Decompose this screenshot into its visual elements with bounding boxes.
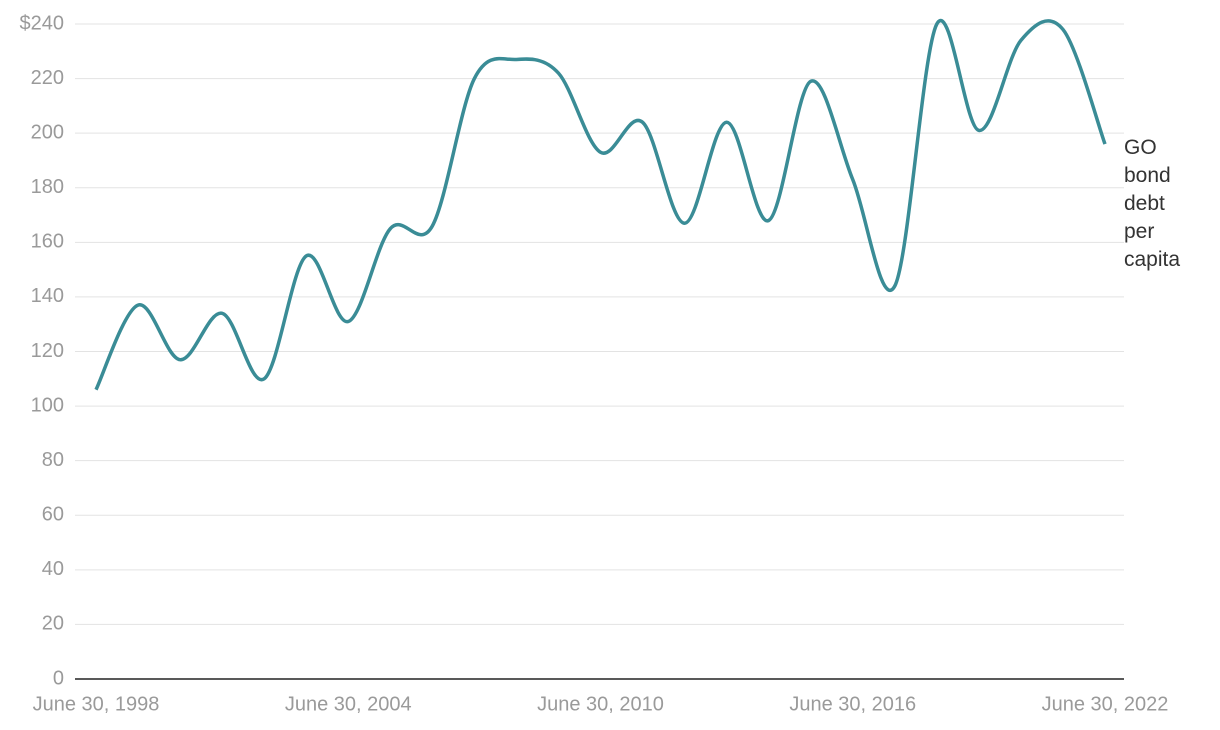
x-tick-label: June 30, 1998 bbox=[33, 693, 160, 715]
y-tick-label: 160 bbox=[31, 231, 64, 253]
x-tick-label: June 30, 2010 bbox=[537, 693, 664, 715]
y-tick-label: 60 bbox=[42, 504, 64, 526]
y-tick-label: 20 bbox=[42, 613, 64, 635]
y-tick-label: 140 bbox=[31, 285, 64, 307]
y-tick-label: 100 bbox=[31, 394, 64, 416]
series-label: GO bond debt per capita bbox=[1124, 136, 1181, 271]
y-tick-label: 180 bbox=[31, 176, 64, 198]
y-tick-label: 40 bbox=[42, 558, 64, 580]
line bbox=[94, 18, 1107, 391]
y-tick-label: $240 bbox=[20, 12, 65, 34]
y-tick-label: 0 bbox=[53, 667, 64, 689]
x-tick-label: June 30, 2022 bbox=[1042, 693, 1169, 715]
y-tick-label: 80 bbox=[42, 449, 64, 471]
y-tick-label: 220 bbox=[31, 67, 64, 89]
x-tick-label: June 30, 2004 bbox=[285, 693, 412, 715]
y-tick-label: 200 bbox=[31, 121, 64, 143]
y-tick-label: 120 bbox=[31, 340, 64, 362]
x-tick-label: June 30, 2016 bbox=[789, 693, 916, 715]
